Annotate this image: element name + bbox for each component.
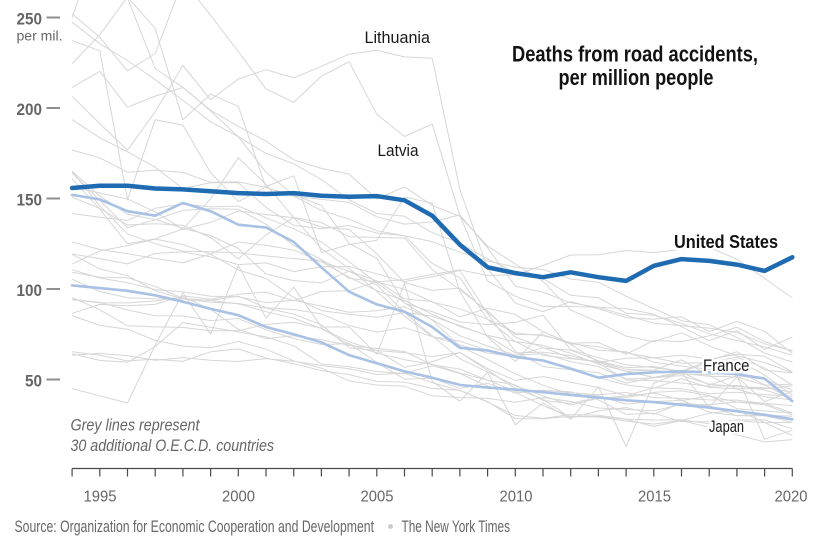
svg-text:Latvia: Latvia [378,142,420,160]
svg-text:100: 100 [17,282,43,300]
svg-text:France: France [703,357,750,375]
svg-text:Japan: Japan [709,418,744,436]
svg-text:The New York Times: The New York Times [402,518,511,536]
svg-text:Grey lines represent: Grey lines represent [71,416,201,435]
svg-text:per million people: per million people [559,65,714,90]
svg-text:2015: 2015 [638,489,671,506]
svg-text:50: 50 [25,373,42,391]
svg-text:2005: 2005 [361,489,394,506]
svg-text:150: 150 [17,192,43,210]
svg-text:2010: 2010 [500,489,533,506]
svg-text:Deaths from road accidents,: Deaths from road accidents, [512,42,758,67]
svg-text:per mil.: per mil. [17,28,63,44]
svg-text:30 additional O.E.C.D. countri: 30 additional O.E.C.D. countries [71,436,275,455]
svg-text:1995: 1995 [84,489,117,506]
svg-text:200: 200 [17,101,43,119]
svg-text:United States: United States [674,232,778,252]
svg-text:2020: 2020 [775,489,808,506]
svg-text:Source: Organization for Econo: Source: Organization for Economic Cooper… [15,518,375,536]
svg-text:Lithuania: Lithuania [365,29,431,47]
svg-text:250: 250 [17,11,43,29]
svg-text:2000: 2000 [222,489,255,506]
